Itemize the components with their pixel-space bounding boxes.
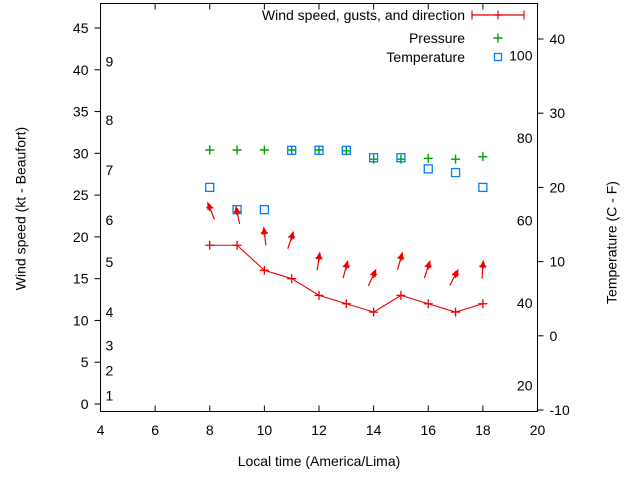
beaufort-scale-label: 7 — [106, 162, 114, 178]
x-axis-title: Local time (America/Lima) — [237, 453, 401, 469]
temperature-marker — [396, 153, 406, 163]
plot-border — [100, 3, 538, 412]
gust-marker — [424, 262, 432, 270]
gust-marker — [452, 270, 460, 278]
y-left-tick-label: 25 — [73, 187, 89, 203]
pressure-marker — [423, 153, 433, 163]
wind-speed-marker — [314, 290, 324, 300]
temperature-marker — [423, 164, 433, 174]
fahrenheit-scale-label: 40 — [517, 295, 533, 311]
pressure-marker — [232, 145, 242, 155]
y-left-tick-label: 10 — [73, 312, 89, 328]
y-right-tick-label: 20 — [550, 179, 566, 195]
fahrenheit-scale-label: 100 — [509, 47, 533, 63]
x-tick-label: 6 — [151, 422, 159, 438]
legend-label-wind: Wind speed, gusts, and direction — [261, 7, 465, 23]
legend-sample-wind-plus — [493, 10, 503, 20]
y-right-tick-label: 40 — [550, 31, 566, 47]
fahrenheit-scale-label: 60 — [517, 212, 533, 228]
gust-marker — [397, 254, 405, 262]
wind-speed-marker — [478, 299, 488, 309]
x-tick-label: 8 — [206, 422, 214, 438]
y-left-tick-label: 15 — [73, 271, 89, 287]
x-tick-label: 14 — [366, 422, 382, 438]
beaufort-scale-label: 8 — [106, 112, 114, 128]
wind-speed-marker — [259, 265, 269, 275]
left-axis-title: Wind speed (kt - Beaufort) — [12, 126, 29, 291]
temperature-marker — [259, 205, 270, 215]
y-left-tick-label: 30 — [73, 145, 89, 161]
y-left-tick-label: 5 — [81, 354, 89, 370]
wind-speed-marker — [287, 274, 297, 284]
gust-marker — [288, 233, 296, 241]
x-tick-label: 10 — [257, 422, 273, 438]
temperature-marker — [450, 167, 461, 178]
y-right-tick-label: 0 — [550, 328, 558, 344]
temperature-marker — [205, 182, 215, 193]
y-left-tick-label: 40 — [73, 62, 89, 78]
beaufort-scale-label: 6 — [106, 212, 114, 228]
pressure-marker — [205, 145, 215, 155]
wind-speed-marker — [369, 307, 379, 317]
x-tick-label: 20 — [530, 422, 546, 438]
temperature-marker — [314, 145, 324, 155]
wind-speed-marker — [423, 299, 433, 309]
pressure-marker — [259, 145, 269, 155]
x-tick-label: 4 — [97, 422, 105, 438]
fahrenheit-scale-label: 20 — [517, 377, 533, 393]
beaufort-scale-label: 5 — [106, 254, 114, 270]
temperature-marker — [368, 153, 379, 163]
pressure-marker — [287, 145, 297, 155]
beaufort-scale-label: 1 — [106, 388, 114, 404]
pressure-marker — [451, 154, 461, 164]
wind-speed-marker — [205, 240, 215, 250]
legend-sample-pressure — [493, 33, 503, 43]
gust-marker — [315, 254, 323, 262]
beaufort-scale-label: 3 — [106, 338, 114, 354]
legend-label-pressure: Pressure — [408, 30, 465, 46]
pressure-marker — [314, 145, 324, 155]
x-tick-label: 16 — [420, 422, 436, 438]
legend-sample-temperature — [493, 52, 503, 62]
y-left-tick-label: 20 — [73, 229, 89, 245]
beaufort-scale-label: 4 — [106, 304, 114, 320]
gust-marker — [206, 204, 214, 212]
temperature-marker — [287, 145, 297, 155]
fahrenheit-scale-label: 80 — [517, 130, 533, 146]
y-left-tick-label: 45 — [73, 20, 89, 36]
y-right-tick-label: -10 — [550, 402, 570, 418]
beaufort-scale-label: 2 — [106, 363, 114, 379]
gust-marker — [370, 270, 378, 278]
temperature-marker — [478, 182, 488, 193]
x-tick-label: 12 — [311, 422, 327, 438]
beaufort-scale-label: 9 — [106, 53, 114, 69]
gust-marker — [260, 229, 268, 237]
right-axis-title: Temperature (C - F) — [603, 181, 620, 304]
wind-speed-marker — [232, 240, 242, 250]
gust-marker — [342, 262, 350, 270]
y-left-tick-label: 35 — [73, 104, 89, 120]
gust-marker — [479, 262, 487, 270]
x-tick-label: 18 — [475, 422, 491, 438]
pressure-marker — [478, 152, 488, 162]
wind-speed-marker — [451, 307, 461, 317]
wind-speed-marker — [341, 299, 351, 309]
wind-speed-marker — [396, 290, 406, 300]
temperature-marker — [341, 145, 351, 155]
gust-marker — [233, 208, 241, 216]
y-left-tick-label: 0 — [81, 396, 89, 412]
legend-label-temperature: Temperature — [386, 49, 465, 65]
y-right-tick-label: 30 — [550, 105, 566, 121]
y-right-tick-label: 10 — [550, 254, 566, 270]
